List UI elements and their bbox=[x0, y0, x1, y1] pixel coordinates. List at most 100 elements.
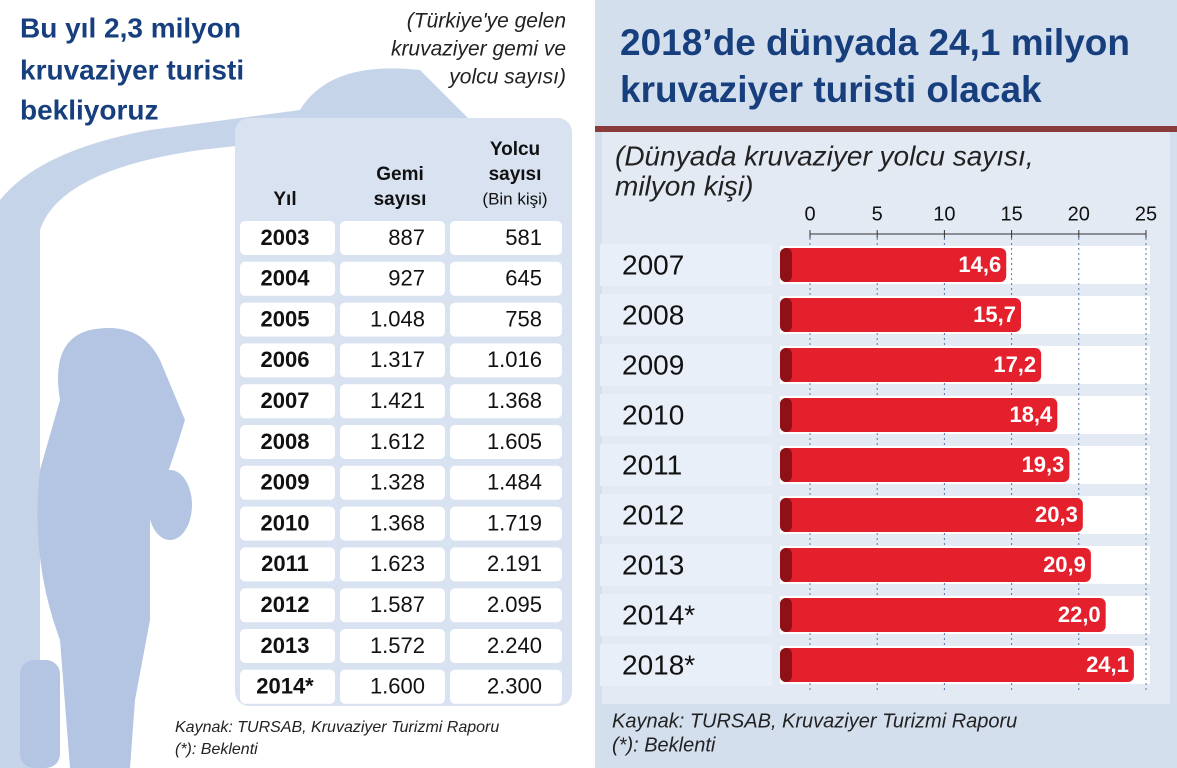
column-header: Yıl bbox=[273, 189, 296, 210]
chart-title: 2018’de dünyada 24,1 milyon kruvaziyer t… bbox=[620, 22, 1130, 110]
bar bbox=[780, 398, 1058, 432]
table-cell bbox=[450, 343, 562, 378]
ship-silhouette bbox=[0, 68, 470, 768]
bar bbox=[780, 248, 1007, 282]
bar-edge bbox=[780, 448, 792, 482]
table-cell bbox=[240, 221, 335, 255]
table-value: 2.300 bbox=[487, 674, 542, 699]
bar bbox=[780, 598, 1106, 632]
data-label: 20,9 bbox=[1043, 552, 1086, 577]
data-label: 15,7 bbox=[973, 302, 1016, 327]
table-cell bbox=[340, 629, 445, 663]
table-value: 758 bbox=[505, 306, 542, 331]
table-subtitle: (Türkiye'ye gelen kruvaziyer gemi ve yol… bbox=[391, 10, 566, 89]
category-band bbox=[600, 294, 772, 336]
table-value: 1.612 bbox=[370, 429, 425, 454]
table-value: 1.484 bbox=[487, 470, 542, 495]
table-cell bbox=[450, 506, 562, 541]
table-cell bbox=[450, 669, 562, 704]
table-cell bbox=[340, 343, 445, 378]
table-value: 1.368 bbox=[370, 510, 425, 535]
y-tick-label: 2012 bbox=[622, 499, 684, 530]
data-label: 14,6 bbox=[958, 252, 1001, 277]
x-tick-label: 25 bbox=[1135, 203, 1157, 225]
table-value: 1.368 bbox=[487, 388, 542, 413]
column-header: sayısı bbox=[374, 189, 427, 210]
bar-edge bbox=[780, 348, 792, 382]
bar bbox=[780, 498, 1083, 532]
row-year: 2012 bbox=[261, 592, 310, 617]
bar-edge bbox=[780, 298, 792, 332]
table-source: Kaynak: TURSAB, Kruvaziyer Turizmi Rapor… bbox=[175, 719, 499, 758]
table-cell bbox=[240, 506, 335, 541]
column-header: sayısı bbox=[489, 164, 542, 185]
chart-source: Kaynak: TURSAB, Kruvaziyer Turizmi Rapor… bbox=[612, 710, 1017, 756]
bar-edge bbox=[780, 248, 792, 282]
title-line: kruvaziyer turisti bbox=[20, 54, 244, 85]
table-cell bbox=[450, 547, 562, 582]
category-band bbox=[600, 544, 772, 586]
subtitle-line: (Dünyada kruvaziyer yolcu sayısı, bbox=[615, 140, 1034, 171]
y-tick-label: 2011 bbox=[622, 449, 682, 480]
table-cell bbox=[340, 302, 445, 337]
bar bbox=[780, 298, 1022, 332]
row-year: 2010 bbox=[261, 510, 310, 535]
category-band bbox=[600, 394, 772, 436]
data-label: 22,0 bbox=[1058, 602, 1101, 627]
data-label: 24,1 bbox=[1086, 652, 1129, 677]
table-cell bbox=[240, 384, 335, 419]
row-year: 2008 bbox=[261, 429, 310, 454]
photo-strip bbox=[595, 126, 1177, 132]
bar-edge bbox=[780, 598, 792, 632]
bar bbox=[780, 348, 1042, 382]
table-cell bbox=[450, 261, 562, 296]
data-label: 19,3 bbox=[1022, 452, 1065, 477]
title-line: kruvaziyer turisti olacak bbox=[620, 69, 1042, 110]
x-tick-label: 5 bbox=[872, 203, 883, 225]
table: Yıl Gemi sayısı Yolcu sayısı (Bin kişi) 2003 88… bbox=[240, 139, 562, 704]
bar-edge bbox=[780, 648, 792, 682]
table-cell bbox=[340, 506, 445, 541]
bar-edge bbox=[780, 498, 792, 532]
subtitle-line: kruvaziyer gemi ve bbox=[391, 38, 566, 61]
table-value: 1.600 bbox=[370, 674, 425, 699]
table-cell bbox=[240, 261, 335, 296]
table-value: 1.016 bbox=[487, 347, 542, 372]
table-cell bbox=[450, 221, 562, 255]
category-band bbox=[600, 594, 772, 636]
x-tick-label: 20 bbox=[1068, 203, 1090, 225]
table-cell bbox=[340, 384, 445, 419]
row-year: 2003 bbox=[261, 225, 310, 250]
table-cell bbox=[240, 425, 335, 459]
table-cell bbox=[450, 588, 562, 623]
table-cell bbox=[340, 261, 445, 296]
source-line: (*): Beklenti bbox=[612, 734, 716, 756]
bar bbox=[780, 548, 1091, 582]
table-title: Bu yıl 2,3 milyon kruvaziyer turisti bek… bbox=[20, 12, 244, 125]
y-tick-label: 2009 bbox=[622, 349, 684, 380]
table-cell bbox=[340, 588, 445, 623]
category-band bbox=[600, 494, 772, 536]
table-value: 1.605 bbox=[487, 429, 542, 454]
y-tick-label: 2013 bbox=[622, 549, 684, 580]
bar-edge bbox=[780, 548, 792, 582]
table-value: 645 bbox=[505, 266, 542, 291]
table-value: 1.328 bbox=[370, 470, 425, 495]
y-tick-label: 2008 bbox=[622, 299, 684, 330]
source-line: Kaynak: TURSAB, Kruvaziyer Turizmi Rapor… bbox=[612, 710, 1017, 732]
row-year: 2005 bbox=[261, 306, 310, 331]
data-label: 17,2 bbox=[993, 352, 1036, 377]
x-tick-label: 0 bbox=[804, 203, 815, 225]
table-value: 2.191 bbox=[487, 551, 542, 576]
table-value: 1.623 bbox=[370, 551, 425, 576]
table-value: 927 bbox=[388, 266, 425, 291]
table-cell bbox=[240, 302, 335, 337]
x-tick-label: 15 bbox=[1000, 203, 1022, 225]
table-cell bbox=[240, 588, 335, 623]
row-year: 2004 bbox=[261, 266, 311, 291]
title-line: Bu yıl 2,3 milyon bbox=[20, 12, 241, 43]
table-value: 887 bbox=[388, 225, 425, 250]
source-line: Kaynak: TURSAB, Kruvaziyer Turizmi Rapor… bbox=[175, 719, 499, 736]
column-header: Yolcu bbox=[490, 139, 540, 160]
